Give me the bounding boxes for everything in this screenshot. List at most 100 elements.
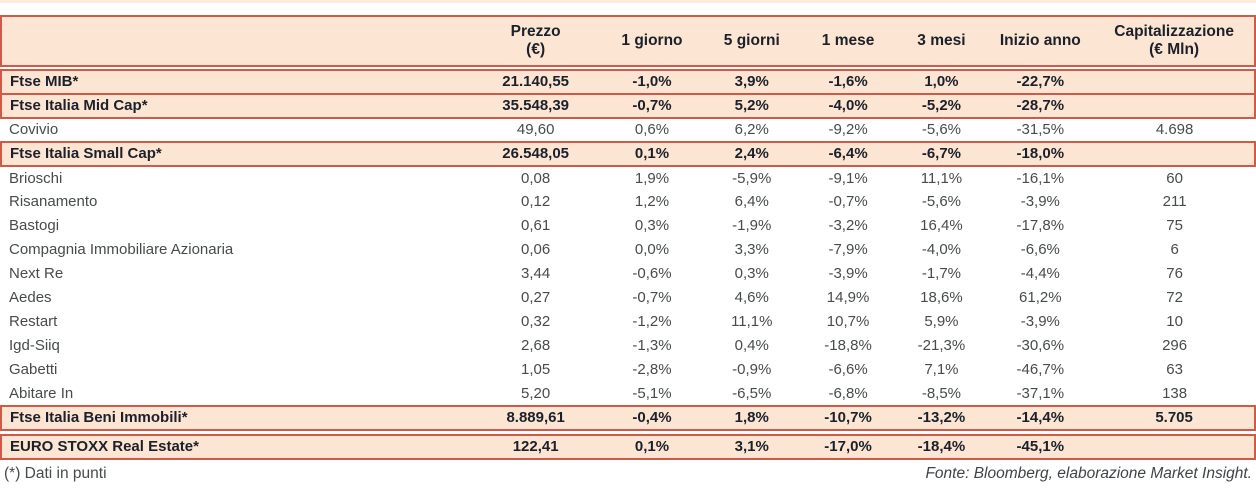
row-value: 60 bbox=[1166, 169, 1183, 187]
row-label: Gabetti bbox=[9, 361, 58, 379]
table-row: Igd-Siiq 2,68 -1,3% 0,4% -18,8% -21,3% -30,6% 2… bbox=[1, 334, 1255, 358]
row-value: -0,7% bbox=[828, 193, 868, 211]
row-value: 5.705 bbox=[1094, 405, 1256, 431]
row-value: -6,5% bbox=[732, 384, 772, 402]
row-label: Covivio bbox=[9, 121, 59, 139]
header-spacer-row bbox=[1, 66, 1255, 70]
row-label: Ftse Italia Small Cap* bbox=[0, 141, 472, 167]
row-value: 0,6% bbox=[634, 121, 670, 139]
row-label: Ftse Italia Mid Cap* bbox=[0, 93, 472, 119]
row-value: -0,4% bbox=[600, 405, 704, 431]
row-value: -3,9% bbox=[828, 265, 868, 283]
row-value: -1,6% bbox=[799, 69, 897, 95]
table-row: Brioschi 0,08 1,9% -5,9% -9,1% 11,1% -16,1% 60 bbox=[1, 166, 1255, 190]
table-row: Ftse MIB* 21.140,55 -1,0% 3,9% -1,6% 1,0% -22,… bbox=[0, 69, 1256, 95]
row-value: -8,5% bbox=[921, 384, 962, 402]
row-value: 6,2% bbox=[734, 121, 769, 139]
row-value: -31,5% bbox=[1016, 121, 1065, 139]
row-value: 21.140,55 bbox=[471, 69, 601, 95]
top-edge-strip bbox=[0, 0, 1256, 3]
row-value: 4,6% bbox=[734, 289, 769, 307]
row-value: -4,4% bbox=[1020, 265, 1060, 283]
table-row: Covivio 49,60 0,6% 6,2% -9,2% -5,6% -31,5% 4.69… bbox=[1, 118, 1255, 142]
table-row: Ftse Italia Beni Immobili* 8.889,61 -0,4% 1… bbox=[0, 405, 1256, 431]
row-value: -17,0% bbox=[799, 434, 897, 460]
row-value: 1,9% bbox=[634, 169, 670, 187]
row-value: 0,32 bbox=[521, 313, 551, 331]
row-value: 3,44 bbox=[521, 265, 551, 283]
row-label: Igd-Siiq bbox=[9, 337, 60, 355]
row-value: 0,1% bbox=[600, 434, 704, 460]
row-value: 211 bbox=[1162, 193, 1187, 211]
row-value: 75 bbox=[1166, 217, 1183, 235]
row-value bbox=[1094, 141, 1256, 167]
row-value: 296 bbox=[1162, 337, 1188, 355]
row-label: Brioschi bbox=[9, 169, 63, 187]
row-value: -5,1% bbox=[632, 384, 672, 402]
footnote-dati-in-punti: (*) Dati in punti bbox=[4, 465, 107, 482]
row-value: -3,9% bbox=[1020, 193, 1060, 211]
row-value: -9,1% bbox=[828, 169, 868, 187]
row-value: 0,27 bbox=[521, 289, 551, 307]
row-value: -22,7% bbox=[986, 69, 1095, 95]
table-row: EURO STOXX Real Estate* 122,41 0,1% 3,1% -17… bbox=[0, 434, 1256, 460]
row-label: Abitare In bbox=[9, 384, 74, 402]
row-value: 8.889,61 bbox=[471, 405, 601, 431]
table-row: Risanamento 0,12 1,2% 6,4% -0,7% -5,6% -3,9% 21… bbox=[1, 190, 1255, 214]
row-value: -13,2% bbox=[896, 405, 987, 431]
market-data-table: Prezzo (€) 1 giorno 5 giorni 1 mese 3 me… bbox=[0, 15, 1256, 460]
row-value: -0,7% bbox=[632, 289, 672, 307]
row-value: -0,7% bbox=[600, 93, 704, 119]
row-value: 76 bbox=[1166, 265, 1183, 283]
row-label: Ftse Italia Beni Immobili* bbox=[0, 405, 472, 431]
row-value: 10 bbox=[1166, 313, 1183, 331]
row-label: EURO STOXX Real Estate* bbox=[0, 434, 472, 460]
row-value: 63 bbox=[1166, 361, 1183, 379]
row-value: 0,06 bbox=[521, 241, 551, 259]
column-header-capitalizzazione: Capitalizzazione (€ Mln) bbox=[1094, 15, 1256, 67]
table-row: Ftse Italia Mid Cap* 35.548,39 -0,7% 5,2% -4… bbox=[0, 93, 1256, 119]
row-value: -30,6% bbox=[1016, 337, 1065, 355]
row-value: -4,0% bbox=[799, 93, 897, 119]
row-label: Aedes bbox=[9, 289, 52, 307]
column-header-1-giorno: 1 giorno bbox=[600, 15, 704, 67]
row-value: -4,0% bbox=[921, 241, 962, 259]
row-label: Risanamento bbox=[9, 193, 98, 211]
row-value: 122,41 bbox=[471, 434, 601, 460]
row-value: 49,60 bbox=[516, 121, 555, 139]
row-value: 6 bbox=[1170, 241, 1179, 259]
row-label: Ftse MIB* bbox=[0, 69, 472, 95]
row-value: 1,0% bbox=[896, 69, 987, 95]
row-value: 16,4% bbox=[920, 217, 963, 235]
row-value: 0,3% bbox=[734, 265, 769, 283]
row-value: 0,0% bbox=[634, 241, 670, 259]
row-value: 138 bbox=[1162, 384, 1188, 402]
row-value: 5,9% bbox=[924, 313, 959, 331]
row-value: 0,3% bbox=[634, 217, 670, 235]
row-value: 5,2% bbox=[703, 93, 800, 119]
row-value bbox=[1094, 69, 1256, 95]
row-value: -1,2% bbox=[632, 313, 672, 331]
row-value: 0,08 bbox=[521, 169, 551, 187]
row-value: -3,9% bbox=[1020, 313, 1060, 331]
column-header-name bbox=[0, 15, 472, 67]
column-header-3-mesi: 3 mesi bbox=[896, 15, 987, 67]
row-value: -14,4% bbox=[986, 405, 1095, 431]
row-value: -5,6% bbox=[921, 121, 962, 139]
table-row: Bastogi 0,61 0,3% -1,9% -3,2% 16,4% -17,8% 75 bbox=[1, 214, 1255, 238]
row-value: 0,61 bbox=[521, 217, 551, 235]
row-value: -5,6% bbox=[921, 193, 962, 211]
row-value: -0,9% bbox=[732, 361, 772, 379]
row-value: -7,9% bbox=[828, 241, 868, 259]
table-row: Restart 0,32 -1,2% 11,1% 10,7% 5,9% -3,9% 10 bbox=[1, 310, 1255, 334]
row-value: 10,7% bbox=[826, 313, 870, 331]
table-row: Compagnia Immobiliare Azionaria 0,06 0,0% 3… bbox=[1, 238, 1255, 262]
row-value: -0,6% bbox=[632, 265, 672, 283]
table-body: Ftse MIB* 21.140,55 -1,0% 3,9% -1,6% 1,0% -22,… bbox=[0, 69, 1256, 460]
row-value: 1,05 bbox=[521, 361, 551, 379]
row-value: -21,3% bbox=[917, 337, 966, 355]
row-value: -18,8% bbox=[824, 337, 872, 355]
table-header-row: Prezzo (€) 1 giorno 5 giorni 1 mese 3 me… bbox=[0, 15, 1256, 67]
row-value: 3,3% bbox=[734, 241, 769, 259]
row-value: -45,1% bbox=[986, 434, 1095, 460]
